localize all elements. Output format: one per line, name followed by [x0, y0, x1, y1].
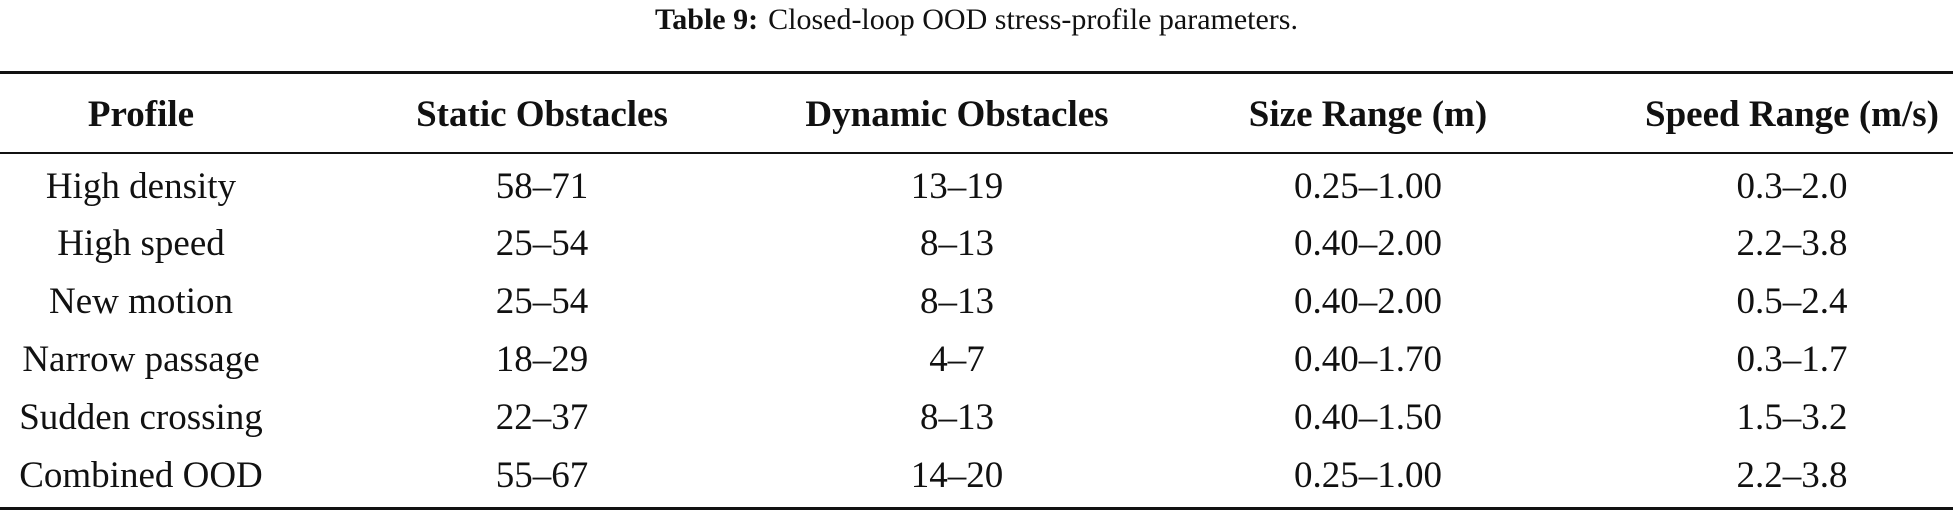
table-cell: High speed — [57, 223, 225, 264]
column-header: Size Range (m) — [1248, 94, 1488, 135]
table-cell: 58–71 — [495, 166, 589, 207]
table-cell: 8–13 — [920, 397, 994, 438]
table-cell: 8–13 — [920, 281, 994, 322]
column-header: Speed Range (m/s) — [1645, 94, 1939, 135]
table-cell: 0.40–2.00 — [1294, 281, 1442, 322]
table-cell: 0.40–2.00 — [1294, 223, 1442, 264]
bottom-rule — [0, 507, 1953, 510]
table-cell: 0.25–1.00 — [1294, 166, 1442, 207]
table-cell: 25–54 — [495, 281, 589, 322]
table-cell: 13–19 — [910, 166, 1004, 207]
table-cell: Sudden crossing — [19, 397, 263, 438]
column-header: Dynamic Obstacles — [805, 94, 1109, 135]
table-cell: 8–13 — [920, 223, 994, 264]
table-cell: 0.5–2.4 — [1736, 281, 1848, 322]
caption-label: Table 9: — [655, 3, 759, 36]
header-rule — [0, 152, 1953, 154]
caption-text: Closed-loop OOD stress-profile parameter… — [768, 3, 1298, 36]
table-cell: Narrow passage — [22, 339, 260, 380]
table-cell: 0.40–1.70 — [1294, 339, 1442, 380]
caption: Table 9: Closed-loop OOD stress-profile p… — [0, 0, 1953, 40]
column-header: Profile — [87, 94, 195, 135]
table-cell: 4–7 — [929, 339, 985, 380]
table-cell: High density — [45, 166, 237, 207]
table-cell: 0.3–2.0 — [1736, 166, 1848, 207]
table-cell: 2.2–3.8 — [1736, 223, 1848, 264]
column-header: Static Obstacles — [416, 94, 668, 135]
table-cell: New motion — [49, 281, 233, 322]
table-cell: 55–67 — [495, 455, 589, 496]
table-cell: 14–20 — [910, 455, 1004, 496]
table-cell: 2.2–3.8 — [1736, 455, 1848, 496]
table-cell: Combined OOD — [19, 455, 263, 496]
top-rule — [0, 71, 1953, 74]
table-cell: 25–54 — [495, 223, 589, 264]
table-cell: 0.3–1.7 — [1736, 339, 1848, 380]
table-cell: 1.5–3.2 — [1736, 397, 1848, 438]
table-cell: 22–37 — [495, 397, 589, 438]
table-cell: 0.40–1.50 — [1294, 397, 1442, 438]
table-cell: 0.25–1.00 — [1294, 455, 1442, 496]
table-cell: 18–29 — [495, 339, 589, 380]
